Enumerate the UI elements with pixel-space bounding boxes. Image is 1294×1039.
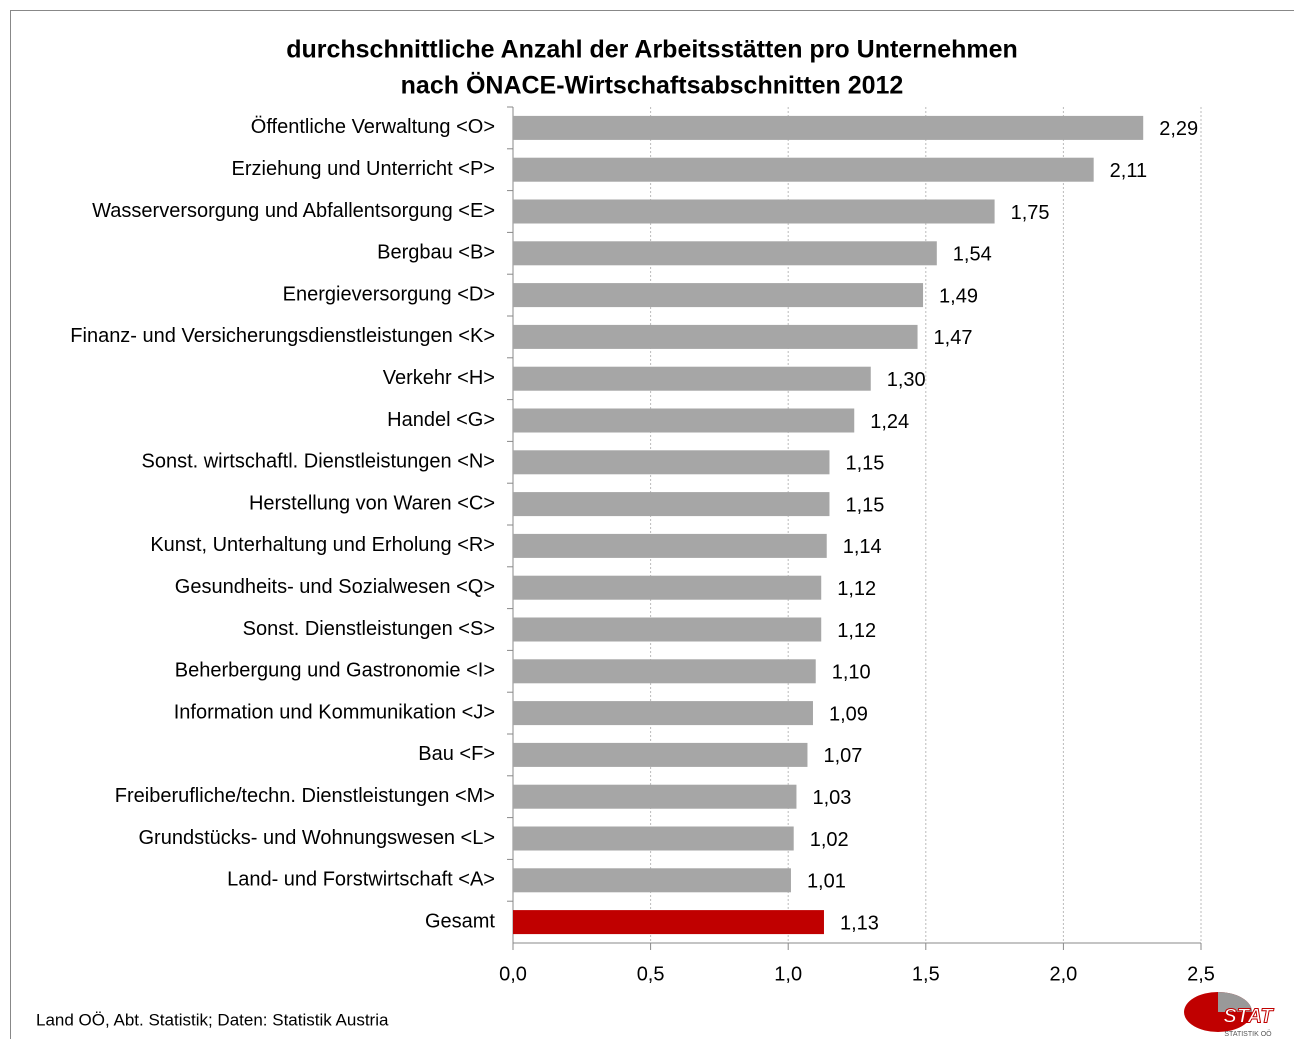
value-label: 2,29 [1159,118,1198,140]
bar [513,533,827,558]
value-label: 1,24 [870,411,909,433]
y-tick-label: Sonst. wirtschaftl. Dienstleistungen <N> [141,451,495,473]
logo-subtext: STATISTIK OÖ [1224,1030,1272,1038]
y-tick-label: Finanz- und Versicherungsdienstleistunge… [70,325,495,347]
x-tick-label: 0,0 [499,963,527,985]
value-label: 1,15 [845,453,884,475]
y-tick-label: Freiberufliche/techn. Dienstleistungen <… [115,785,495,807]
logo-text: STAT [1223,1005,1274,1027]
bar [513,784,797,809]
value-label: 1,02 [810,829,849,851]
value-label: 2,11 [1110,160,1147,182]
y-tick-label: Gesamt [425,910,495,932]
x-tick-label: 2,0 [1049,963,1077,985]
bar [513,492,830,517]
value-label: 1,03 [812,787,851,809]
x-tick-label: 1,0 [774,963,802,985]
y-tick-label: Öffentliche Verwaltung <O> [251,116,495,138]
bar [513,910,824,935]
bar [513,241,937,266]
x-tick-label: 1,5 [912,963,940,985]
y-tick-label: Sonst. Dienstleistungen <S> [243,618,495,640]
bar [513,157,1094,182]
bar [513,659,816,684]
value-label: 1,12 [837,578,876,600]
logo: STAT STATISTIK OÖ [1184,992,1275,1038]
chart-title: nach ÖNACE-Wirtschaftsabschnitten 2012 [401,71,904,100]
value-label: 1,09 [829,703,868,725]
bar [513,408,855,433]
value-label: 1,54 [953,244,992,266]
y-tick-label: Verkehr <H> [383,367,495,389]
bar [513,701,813,726]
y-tick-label: Energieversorgung <D> [283,283,495,305]
x-tick-label: 0,5 [637,963,665,985]
bar [513,115,1144,140]
y-tick-label: Bergbau <B> [377,242,495,264]
value-label: 1,13 [840,912,879,934]
value-label: 1,10 [832,662,871,684]
value-label: 1,12 [837,620,876,642]
bar [513,366,871,391]
chart-border [10,10,1294,1039]
y-tick-label: Kunst, Unterhaltung und Erholung <R> [150,534,495,556]
value-label: 1,07 [823,745,862,767]
bar [513,199,995,224]
bar [513,868,791,893]
bar [513,283,924,308]
chart-title: durchschnittliche Anzahl der Arbeitsstät… [286,36,1018,64]
bar [513,575,822,600]
y-tick-label: Erziehung und Unterricht <P> [232,158,496,180]
bar [513,742,808,767]
value-label: 1,14 [843,536,882,558]
value-label: 1,30 [887,369,926,391]
logo-shape [1218,992,1252,1012]
source: Land OÖ, Abt. Statistik; Daten: Statisti… [36,1010,389,1029]
y-tick-label: Herstellung von Waren <C> [249,492,495,514]
value-label: 1,15 [845,494,884,516]
value-label: 1,01 [807,871,846,893]
value-label: 1,47 [934,327,973,349]
y-tick-label: Bau <F> [418,743,495,765]
y-tick-label: Gesundheits- und Sozialwesen <Q> [175,576,495,598]
bar [513,324,918,349]
y-tick-label: Beherbergung und Gastronomie <I> [175,660,495,682]
y-tick-label: Information und Kommunikation <J> [174,701,495,723]
y-tick-label: Land- und Forstwirtschaft <A> [227,869,495,891]
bar [513,617,822,642]
bar [513,450,830,475]
y-tick-label: Handel <G> [387,409,495,431]
y-tick-label: Wasserversorgung und Abfallentsorgung <E… [92,200,495,222]
value-label: 1,49 [939,285,978,307]
y-tick-label: Grundstücks- und Wohnungswesen <L> [138,827,495,849]
bar [513,826,794,851]
value-label: 1,75 [1011,202,1050,224]
x-tick-label: 2,5 [1187,963,1215,985]
